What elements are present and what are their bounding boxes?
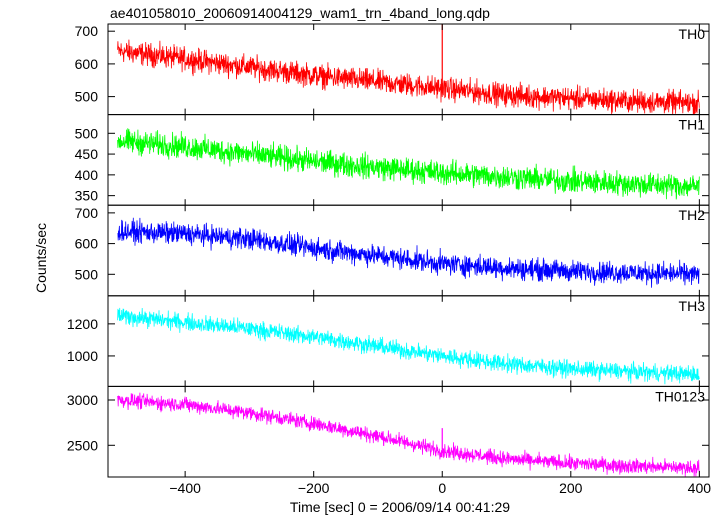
y-tick-label: 500 bbox=[75, 125, 99, 141]
panel-th2: 500 600 700 TH2 bbox=[75, 204, 710, 297]
y-tick-label: 3000 bbox=[67, 392, 98, 408]
y-tick-label: 600 bbox=[75, 236, 99, 252]
y-tick-label: 1200 bbox=[67, 316, 98, 332]
x-axis-label: Time [sec] 0 = 2006/09/14 00:41:29 bbox=[290, 499, 510, 515]
y-tick-label: 600 bbox=[75, 56, 99, 72]
panel-label-th2: TH2 bbox=[679, 207, 706, 223]
panel-label-th0: TH0 bbox=[679, 26, 706, 42]
y-tick-label: 700 bbox=[75, 23, 99, 39]
y-axis-label: Counts/sec bbox=[33, 223, 49, 293]
y-tick-label: 500 bbox=[75, 266, 99, 282]
y-tick-label: 400 bbox=[75, 167, 99, 183]
series-th2-line bbox=[117, 217, 700, 288]
y-tick-label: 350 bbox=[75, 188, 99, 204]
x-tick-label: −200 bbox=[298, 480, 330, 496]
series-th0123-line bbox=[117, 392, 700, 477]
y-tick-label: 2500 bbox=[67, 437, 98, 453]
series-th0-line bbox=[117, 39, 700, 115]
y-tick-label: 1000 bbox=[67, 348, 98, 364]
panel-th0123: 2500 3000 TH0123 bbox=[67, 385, 710, 478]
chart-title: ae401058010_20060914004129_wam1_trn_4ban… bbox=[110, 5, 490, 21]
x-tick-label: 0 bbox=[438, 480, 446, 496]
panel-label-th1: TH1 bbox=[679, 117, 706, 133]
series-th3-line bbox=[117, 307, 700, 385]
panel-label-th3: TH3 bbox=[679, 298, 706, 314]
x-tick-label: 400 bbox=[688, 480, 712, 496]
y-tick-label: 700 bbox=[75, 205, 99, 221]
x-tick-label: 200 bbox=[559, 480, 583, 496]
panels-group: 500 600 700 TH0 350 400 450 500 TH1 500 600 700 TH2 1… bbox=[67, 23, 710, 478]
y-tick-label: 500 bbox=[75, 89, 99, 105]
panel-frame bbox=[107, 385, 710, 478]
x-tick-label: −400 bbox=[169, 480, 201, 496]
y-tick-label: 450 bbox=[75, 146, 99, 162]
series-th1-line bbox=[117, 128, 700, 200]
x-axis: −400 −200 0 200 400 bbox=[169, 480, 711, 496]
panel-label-th0123: TH0123 bbox=[655, 388, 705, 404]
panel-th3: 1000 1200 TH3 bbox=[67, 295, 710, 387]
panel-th0: 500 600 700 TH0 bbox=[75, 23, 710, 116]
panel-th1: 350 400 450 500 TH1 bbox=[75, 114, 710, 206]
